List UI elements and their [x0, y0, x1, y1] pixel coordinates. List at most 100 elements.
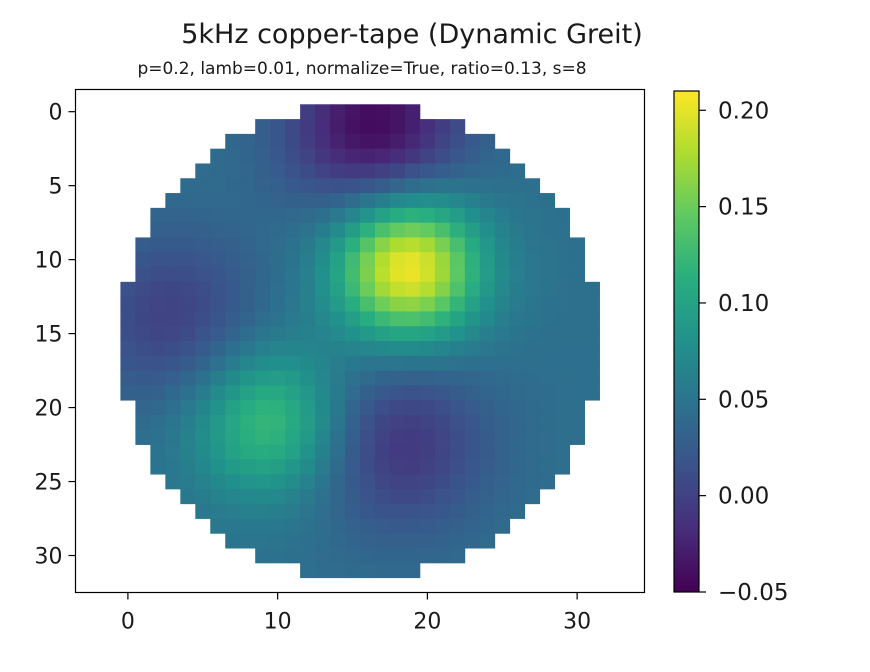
heatmap-cell [389, 222, 406, 238]
heatmap-cell [300, 355, 316, 371]
heatmap-cell [404, 562, 421, 579]
heatmap-cell [360, 119, 376, 135]
heatmap-cell [225, 385, 241, 401]
heatmap-cell [345, 459, 361, 475]
heatmap-cell [345, 193, 361, 209]
heatmap-cell [374, 341, 391, 357]
heatmap-cell [434, 207, 451, 224]
heatmap-cell [419, 296, 436, 312]
heatmap-cell [479, 370, 496, 386]
heatmap-cell [404, 104, 421, 120]
heatmap-cell [419, 193, 436, 209]
heatmap-cell [195, 385, 211, 401]
heatmap-cell [360, 163, 376, 179]
heatmap-cell [270, 503, 286, 519]
heatmap-cell [374, 429, 391, 445]
heatmap-cell [554, 355, 571, 371]
heatmap-cell [419, 178, 436, 194]
heatmap-cell [300, 503, 316, 519]
heatmap-cell [539, 237, 556, 253]
colorbar-tick-label: 0.15 [718, 195, 769, 221]
heatmap-cell [345, 311, 361, 327]
heatmap-cell [300, 296, 316, 312]
heatmap-cell [165, 429, 181, 445]
heatmap-cell [494, 267, 511, 283]
heatmap-cell [270, 548, 286, 564]
heatmap-cell [479, 533, 496, 549]
heatmap-cell [509, 267, 526, 283]
heatmap-cell [240, 488, 256, 505]
heatmap-cell [464, 533, 481, 549]
heatmap-cell [255, 503, 271, 519]
heatmap-cell [494, 296, 511, 312]
heatmap-cell [434, 488, 451, 505]
heatmap-cell [374, 252, 391, 268]
heatmap-cell [315, 459, 331, 475]
heatmap-cell [524, 281, 541, 298]
heatmap-cell [330, 459, 346, 475]
heatmap-cell [300, 474, 316, 490]
heatmap-cell [374, 562, 391, 579]
heatmap-cell [584, 341, 600, 357]
heatmap-cell [330, 222, 346, 238]
heatmap-cell [120, 355, 136, 371]
heatmap-cell [434, 237, 451, 253]
heatmap-cell [479, 474, 496, 490]
heatmap-cell [330, 119, 346, 135]
heatmap-cell [509, 474, 526, 490]
heatmap-cell [389, 267, 406, 283]
heatmap-cell [374, 267, 391, 283]
heatmap-cell [494, 370, 511, 386]
heatmap-cell [360, 503, 376, 519]
heatmap-cell [240, 459, 256, 475]
heatmap-cell [434, 444, 451, 460]
heatmap-cell [210, 207, 226, 224]
heatmap-cell [330, 148, 346, 164]
heatmap-cell [165, 252, 181, 268]
heatmap-cell [135, 252, 151, 268]
heatmap-cell [225, 355, 241, 371]
heatmap-cell [434, 148, 451, 164]
heatmap-cell [374, 119, 391, 135]
heatmap-cell [330, 503, 346, 519]
heatmap-cell [374, 414, 391, 431]
heatmap-cell [345, 341, 361, 357]
heatmap-cell [419, 237, 436, 253]
heatmap-cell [389, 370, 406, 386]
heatmap-cell [300, 414, 316, 431]
heatmap-cell [270, 341, 286, 357]
heatmap-cell [210, 341, 226, 357]
heatmap-cell [389, 503, 406, 519]
heatmap-cell [419, 400, 436, 416]
heatmap-cell [330, 296, 346, 312]
heatmap-cell [270, 370, 286, 386]
heatmap-cell [449, 119, 466, 135]
heatmap-cell [195, 267, 211, 283]
heatmap-cell [270, 400, 286, 416]
heatmap-cell [345, 355, 361, 371]
heatmap-cell [479, 429, 496, 445]
heatmap-cell [225, 178, 241, 194]
heatmap-cell [195, 459, 211, 475]
heatmap-cell [330, 474, 346, 490]
heatmap-cell [270, 281, 286, 298]
heatmap-cell [434, 178, 451, 194]
heatmap-cell [389, 355, 406, 371]
heatmap-cell [479, 488, 496, 505]
heatmap-cell [374, 533, 391, 549]
heatmap-cell [240, 429, 256, 445]
heatmap-cell [195, 237, 211, 253]
heatmap-cell [195, 370, 211, 386]
heatmap-cell [150, 355, 166, 371]
heatmap-cell [315, 296, 331, 312]
heatmap-cell [300, 459, 316, 475]
heatmap-cell [270, 518, 286, 534]
heatmap-cell [255, 267, 271, 283]
heatmap-cell [315, 237, 331, 253]
heatmap-cell [165, 341, 181, 357]
heatmap-cell [210, 148, 226, 164]
heatmap-cell [404, 341, 421, 357]
heatmap-cell [195, 503, 211, 519]
heatmap-cell [270, 133, 286, 150]
heatmap-cell [255, 222, 271, 238]
